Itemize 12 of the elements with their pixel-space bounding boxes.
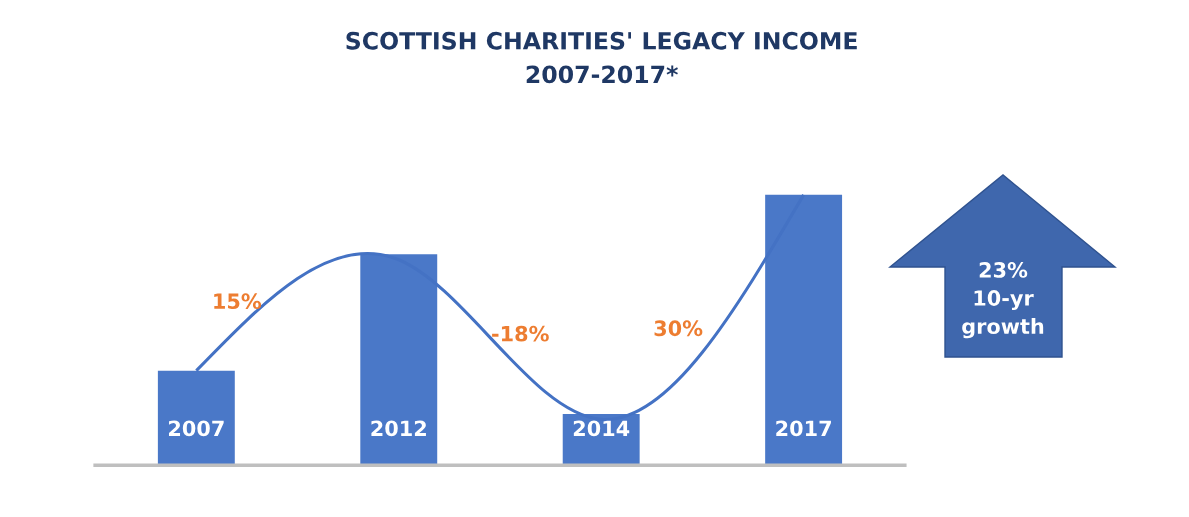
x-tick-label: 2012 (371, 420, 426, 437)
annotation: -18% (492, 325, 549, 342)
x-tick-label: 2017 (776, 420, 831, 437)
annotation: 30% (654, 320, 703, 337)
bar (157, 370, 235, 466)
x-tick-label: 2007 (168, 420, 224, 437)
annotation: 15% (214, 293, 262, 310)
x-tick-label: 2014 (573, 420, 630, 437)
text: 23% 10-yr growth (962, 262, 1044, 339)
chart-title: SCOTTISH CHARITIES' LEGACY INCOME 2007-2017* (346, 31, 857, 84)
bar (360, 254, 438, 466)
bar (765, 194, 843, 466)
